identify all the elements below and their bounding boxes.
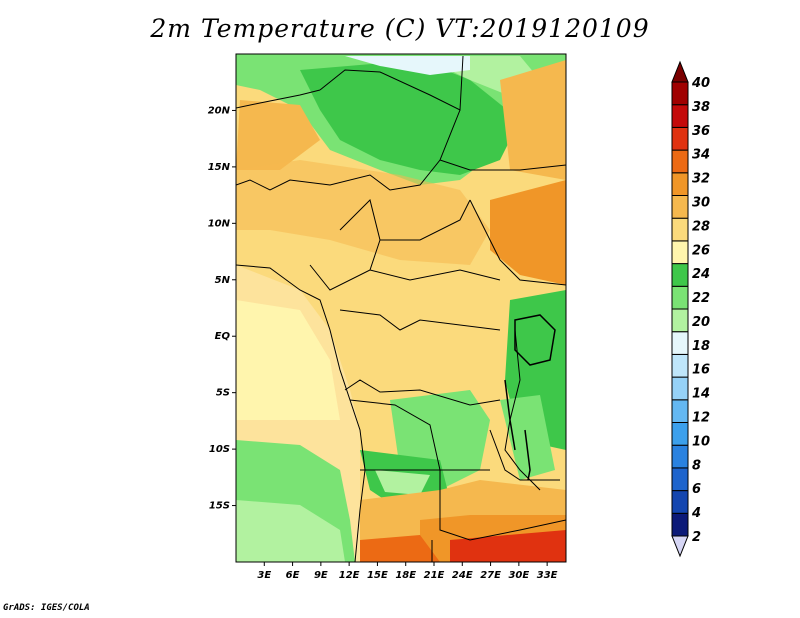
south-ocean-lightgreen (236, 500, 345, 562)
colorbar-box (671, 422, 689, 446)
map-title: 2m Temperature (C) VT:2019120109 (150, 14, 650, 43)
lon-label: 9E (314, 570, 328, 581)
lat-label: 15N (208, 162, 231, 173)
colorbar-box (671, 444, 689, 469)
lon-label: 15E (367, 570, 388, 581)
sahel-west-warm (236, 100, 320, 170)
colorbar-label: 28 (692, 219, 710, 234)
colorbar-box (671, 285, 689, 310)
colorbar-label: 26 (692, 243, 710, 258)
colorbar-box (671, 467, 689, 492)
colorbar-label: 38 (692, 100, 710, 115)
lon-label: 24E (452, 570, 473, 581)
colorbar-box (671, 308, 689, 333)
lat-label: 15S (209, 501, 230, 512)
south-hot-west (360, 535, 440, 562)
colorbar-top-triangle (671, 60, 689, 83)
colorbar-label: 20 (692, 315, 710, 330)
colorbar-bottom-triangle (671, 535, 689, 558)
lat-label: 5S (216, 388, 230, 399)
sahel-warm-band (236, 160, 490, 265)
lon-label: 6E (286, 570, 300, 581)
colorbar-label: 32 (692, 172, 710, 187)
lat-label: 10N (208, 218, 231, 229)
colorbar-box (671, 81, 689, 106)
colorbar-box (671, 195, 689, 219)
colorbar-label: 24 (692, 267, 710, 282)
colorbar-label: 34 (692, 148, 710, 163)
colorbar-label: 2 (692, 530, 701, 545)
sahara-cool-spot (345, 56, 470, 75)
lon-label: 3E (257, 570, 271, 581)
colorbar-label: 40 (691, 76, 710, 91)
highlands-lightgreen (500, 395, 555, 480)
colorbar-label: 10 (692, 434, 710, 449)
lat-label: 10S (209, 444, 230, 455)
colorbar-box (671, 240, 689, 265)
lat-label: 20N (208, 105, 231, 116)
colorbar-label: 22 (692, 291, 710, 306)
lat-label: EQ (215, 331, 231, 342)
lakes (504, 314, 556, 481)
colorbar-label: 30 (692, 195, 710, 210)
northeast-warm (500, 60, 566, 180)
credit-label: GrADS: IGES/COLA (3, 603, 90, 613)
colorbar-label: 16 (692, 363, 710, 378)
east-warm-region (490, 180, 566, 285)
ocean-cool-band (236, 300, 340, 420)
colorbar-box (671, 104, 689, 128)
colorbar-box (671, 353, 689, 378)
lon-label: 21E (424, 570, 445, 581)
temperature-field (236, 54, 566, 562)
colorbar-box (671, 149, 689, 174)
colorbar-label: 12 (692, 411, 710, 426)
colorbar-label: 6 (692, 482, 701, 497)
lon-label: 33E (537, 570, 558, 581)
sahara-dark-green (300, 60, 520, 175)
colorbar-box (671, 512, 689, 537)
lon-label: 18E (395, 570, 416, 581)
angola-lightgreen (375, 470, 430, 495)
country-borders (236, 55, 566, 562)
colorbar-box (671, 399, 689, 423)
colorbar-box (671, 263, 689, 287)
colorbar-box (671, 217, 689, 242)
map-frame (235, 53, 567, 563)
lon-label: 12E (339, 570, 360, 581)
colorbar-label: 14 (692, 387, 710, 402)
colorbar-label: 8 (692, 458, 701, 473)
colorbar-label: 18 (692, 339, 710, 354)
latitude-labels: 20N 15N 10N 5N EQ 5S 10S 15S (208, 105, 236, 512)
colorbar-label: 4 (691, 506, 701, 521)
longitude-labels: 3E 6E 9E 12E 15E 18E 21E 24E 27E 30E 33E (257, 562, 558, 581)
lon-label: 27E (480, 570, 501, 581)
colorbar-box (671, 490, 689, 514)
colorbar-box (671, 376, 689, 401)
colorbar-box (671, 331, 689, 355)
colorbar-box (671, 126, 689, 151)
lat-label: 5N (215, 275, 231, 286)
colorbar-box (671, 172, 689, 197)
colorbar-label: 36 (692, 124, 710, 139)
lon-label: 30E (508, 570, 529, 581)
